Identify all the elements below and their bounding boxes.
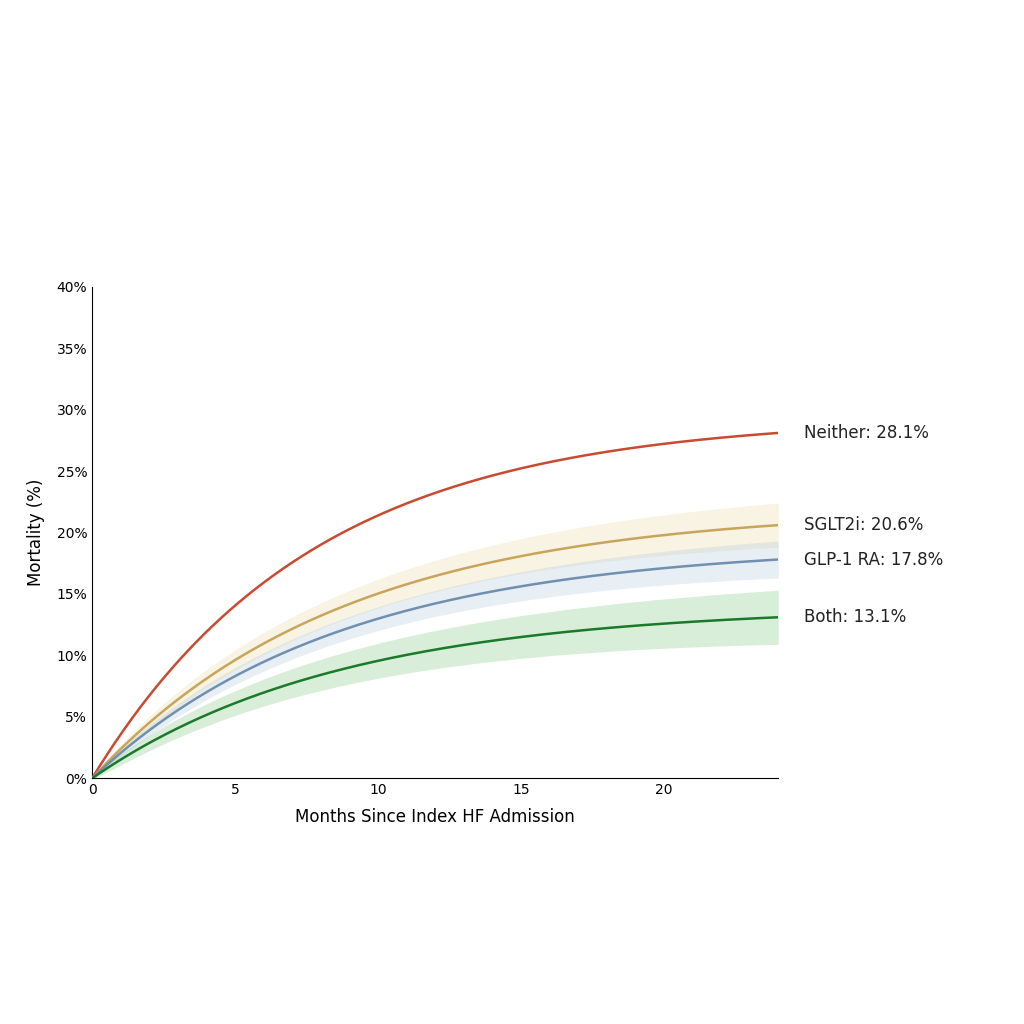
Text: GLP-1 RA: 17.8%: GLP-1 RA: 17.8% bbox=[804, 551, 943, 568]
Text: SGLT2i: 20.6%: SGLT2i: 20.6% bbox=[804, 516, 924, 535]
Text: Both: 13.1%: Both: 13.1% bbox=[804, 608, 906, 627]
Text: Neither: 28.1%: Neither: 28.1% bbox=[804, 424, 929, 442]
X-axis label: Months Since Index HF Admission: Months Since Index HF Admission bbox=[295, 808, 575, 826]
Y-axis label: Mortality (%): Mortality (%) bbox=[28, 479, 45, 586]
